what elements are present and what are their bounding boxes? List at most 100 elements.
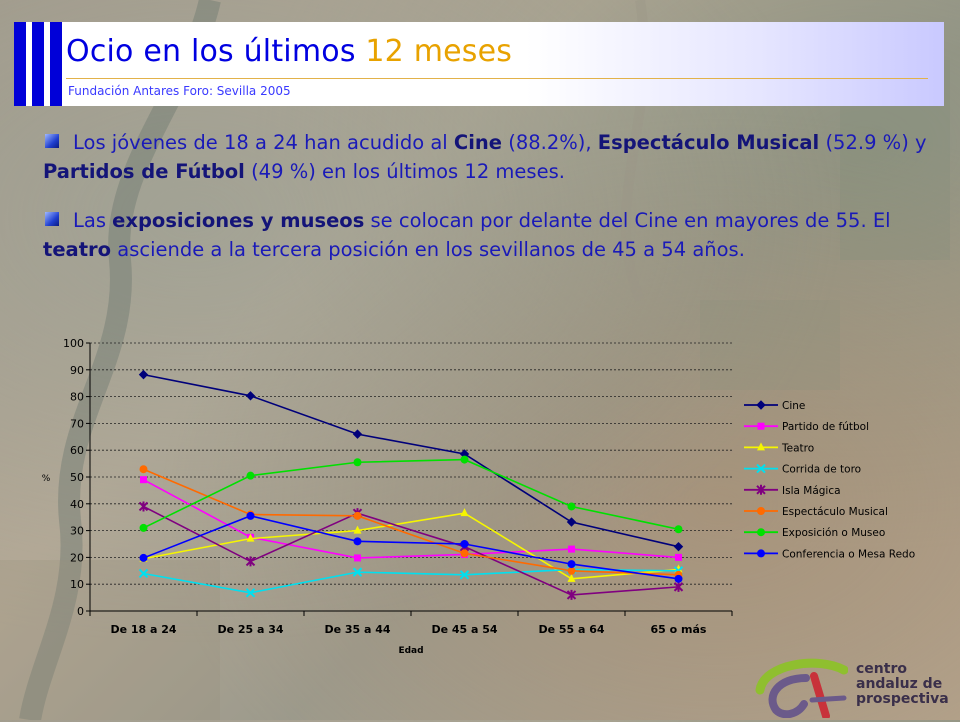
x-tick-label: De 55 a 64 [538, 623, 604, 636]
legend-label: Cine [782, 400, 805, 412]
data-point [567, 560, 576, 569]
text-run: Los jóvenes de 18 a 24 han acudido al [73, 131, 454, 154]
data-point [567, 502, 576, 511]
data-point [138, 369, 149, 380]
data-point [354, 554, 361, 562]
bullet-icon [45, 212, 59, 226]
data-point [138, 568, 149, 579]
data-point [246, 533, 255, 542]
legend-marker [757, 422, 765, 430]
page-title-number: 12 meses [365, 34, 513, 69]
legend-marker [757, 528, 765, 537]
data-point [567, 566, 576, 575]
x-tick-label: De 35 a 44 [324, 623, 390, 636]
bold-text-run: Cine [453, 131, 503, 154]
data-point [353, 458, 362, 467]
data-point [140, 476, 147, 484]
data-point [459, 570, 470, 580]
data-point [246, 511, 255, 520]
data-point [245, 391, 256, 401]
legend-label: Isla Mágica [782, 485, 841, 497]
logo-text-line1: centro [856, 661, 907, 677]
x-axis-label: Edad [398, 646, 423, 656]
paragraph-1-text: Los jóvenes de 18 a 24 han acudido al Ci… [43, 131, 927, 183]
legend-marker [757, 507, 765, 515]
data-point [352, 429, 363, 439]
text-run: asciende a la tercera posición en los se… [111, 238, 745, 261]
logo-text-line3: prospectiva [856, 691, 949, 707]
text-run: Las [73, 209, 113, 232]
banner-stripe [14, 22, 26, 106]
bullet-icon [45, 134, 59, 148]
bold-text-run: Espectáculo Musical [597, 131, 820, 154]
title-banner: Ocio en los últimos 12 meses Fundación A… [14, 22, 944, 106]
legend-marker [756, 463, 766, 474]
series-line [143, 458, 679, 531]
y-tick-label: 30 [70, 525, 84, 538]
legend-label: Conferencia o Mesa Redonda [782, 548, 916, 560]
y-tick-label: 90 [70, 364, 84, 377]
data-point [674, 525, 683, 534]
page-subtitle: Fundación Antares Foro: Sevilla 2005 [68, 84, 291, 98]
banner-stripe [50, 22, 62, 106]
legend-label: Teatro [781, 442, 814, 454]
y-tick-label: 80 [70, 391, 84, 404]
legend-label: Espectáculo Musical [782, 506, 888, 518]
data-point [460, 455, 469, 464]
y-tick-label: 50 [70, 471, 84, 484]
data-point [246, 471, 255, 480]
data-point [566, 589, 577, 600]
y-axis-label: % [42, 474, 51, 484]
paragraph-2: Las exposiciones y museos se colocan por… [43, 206, 948, 264]
legend-label: Partido de fútbol [782, 421, 869, 433]
y-tick-label: 40 [70, 498, 84, 511]
data-point [673, 581, 684, 592]
data-point [245, 588, 256, 598]
text-run: (88.2%), [502, 131, 598, 154]
y-tick-label: 0 [77, 605, 84, 618]
line-chart: 0 10 20 30 40 50 60 70 80 90 100 De 18 a 24 De 25 a … [42, 337, 916, 656]
series-line [143, 505, 679, 596]
paragraph-2-text: Las exposiciones y museos se colocan por… [43, 209, 891, 261]
data-point [352, 567, 363, 577]
data-point [245, 556, 256, 567]
page-title-text: Ocio en los últimos [66, 34, 366, 69]
data-point [138, 501, 149, 512]
logo: centro andaluz de prospectiva [748, 658, 958, 720]
y-tick-label: 20 [70, 551, 84, 564]
data-point [139, 553, 148, 562]
y-tick-label: 70 [70, 417, 84, 430]
data-point [353, 537, 362, 546]
page-title: Ocio en los últimos 12 meses [66, 34, 512, 69]
data-point [353, 525, 362, 534]
legend-label: Exposición o Museo [782, 527, 885, 539]
x-tick-label: De 25 a 34 [217, 623, 283, 636]
data-point [139, 523, 148, 532]
bold-text-run: exposiciones y museos [112, 209, 365, 232]
logo-mark-icon [755, 658, 849, 720]
banner-stripe [32, 22, 44, 106]
data-point [353, 511, 362, 520]
legend-marker [757, 549, 765, 558]
series-line [143, 468, 679, 576]
bold-text-run: Partidos de Fútbol [43, 160, 245, 183]
text-run: (49 %) en los últimos 12 meses. [244, 160, 565, 183]
bold-text-run: teatro [43, 238, 112, 261]
series-line [143, 478, 679, 559]
series-line [143, 512, 679, 580]
legend-marker [756, 484, 766, 495]
data-point [675, 553, 682, 561]
y-tick-label: 60 [70, 444, 84, 457]
data-point [674, 574, 683, 583]
data-point [567, 573, 576, 582]
series-line [143, 515, 679, 580]
x-tick-label: 65 o más [651, 623, 707, 636]
data-point [460, 508, 469, 517]
legend-marker [756, 400, 766, 410]
data-point [568, 545, 575, 553]
text-run: se colocan por delante del Cine en mayor… [364, 209, 891, 232]
logo-text-line2: andaluz de [856, 676, 943, 692]
legend-label: Corrida de toro [782, 464, 861, 476]
paragraph-1: Los jóvenes de 18 a 24 han acudido al Ci… [43, 128, 948, 186]
y-tick-label: 10 [70, 578, 84, 591]
